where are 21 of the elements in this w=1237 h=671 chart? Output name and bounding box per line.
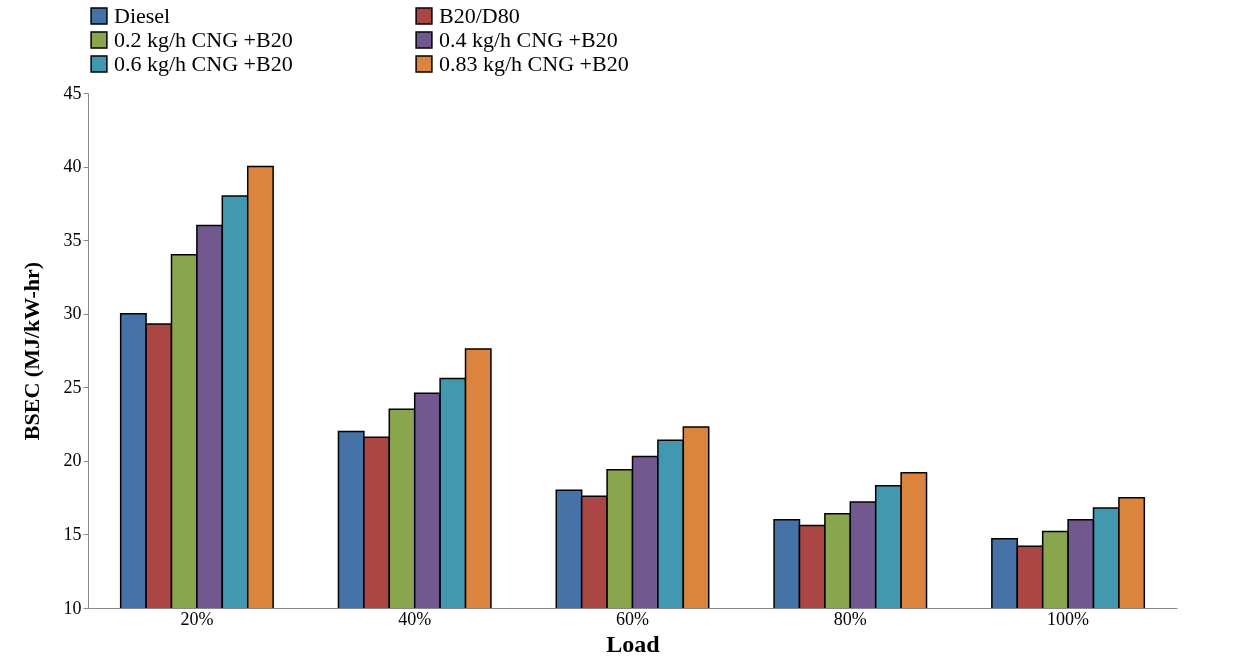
- y-axis-title: BSEC (MJ/kW-hr): [18, 261, 44, 441]
- legend-label: 0.4 kg/h CNG +B20: [439, 27, 618, 52]
- x-tick-label: 100%: [1047, 608, 1090, 629]
- legend-label: B20/D80: [439, 3, 520, 28]
- legend-label: 0.2 kg/h CNG +B20: [114, 27, 293, 52]
- y-tick-label: 45: [63, 82, 82, 103]
- legend-label: 0.83 kg/h CNG +B20: [439, 51, 629, 76]
- x-tick-label: 60%: [616, 608, 649, 629]
- x-axis-title: Load: [606, 630, 661, 657]
- legend-label: 0.6 kg/h CNG +B20: [114, 51, 293, 76]
- y-tick-label: 20: [63, 450, 82, 471]
- y-tick-label: 25: [63, 376, 82, 397]
- y-tick-label: 15: [63, 523, 82, 544]
- y-tick-label: 40: [63, 156, 82, 177]
- x-tick-label: 40%: [398, 608, 432, 629]
- legend-label: Diesel: [114, 3, 171, 28]
- y-tick-label: 10: [63, 597, 82, 618]
- x-tick-label: 80%: [833, 608, 867, 629]
- y-tick-label: 30: [63, 303, 82, 324]
- x-tick-label: 20%: [180, 608, 214, 629]
- y-tick-label: 35: [63, 229, 82, 250]
